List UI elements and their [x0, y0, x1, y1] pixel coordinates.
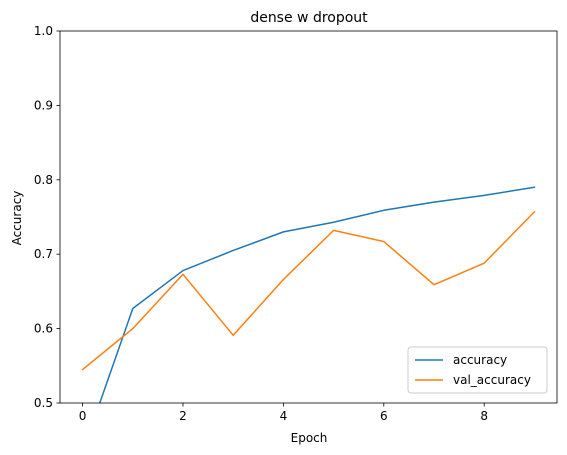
legend-box — [407, 346, 548, 394]
y-tick-label: 0.5 — [34, 396, 53, 410]
y-tick-label: 0.6 — [34, 322, 53, 336]
axes-frame — [59, 30, 558, 404]
plot-area: 0 2 4 6 8 0.5 0.6 0.7 0.8 0.9 1.0 — [34, 24, 558, 423]
x-tick-label: 4 — [280, 409, 288, 423]
y-tick-label: 0.8 — [34, 173, 53, 187]
x-tick-label: 2 — [179, 409, 187, 423]
x-tick-label: 0 — [79, 409, 87, 423]
series-line-accuracy — [98, 186, 536, 403]
legend-label-val-accuracy: val_accuracy — [453, 373, 531, 387]
y-tick-label: 0.9 — [34, 98, 53, 112]
legend: accuracy val_accuracy — [407, 346, 548, 394]
series-line-val-accuracy — [81, 210, 536, 371]
y-axis-title: Accuracy — [10, 191, 24, 246]
x-axis-title: Epoch — [291, 431, 328, 445]
y-tick-label: 1.0 — [34, 24, 53, 38]
y-tick-label: 0.7 — [34, 247, 53, 261]
legend-label-accuracy: accuracy — [453, 353, 507, 367]
x-tick-label: 6 — [380, 409, 388, 423]
x-tick-label: 8 — [480, 409, 488, 423]
chart-title: dense w dropout — [250, 10, 368, 26]
